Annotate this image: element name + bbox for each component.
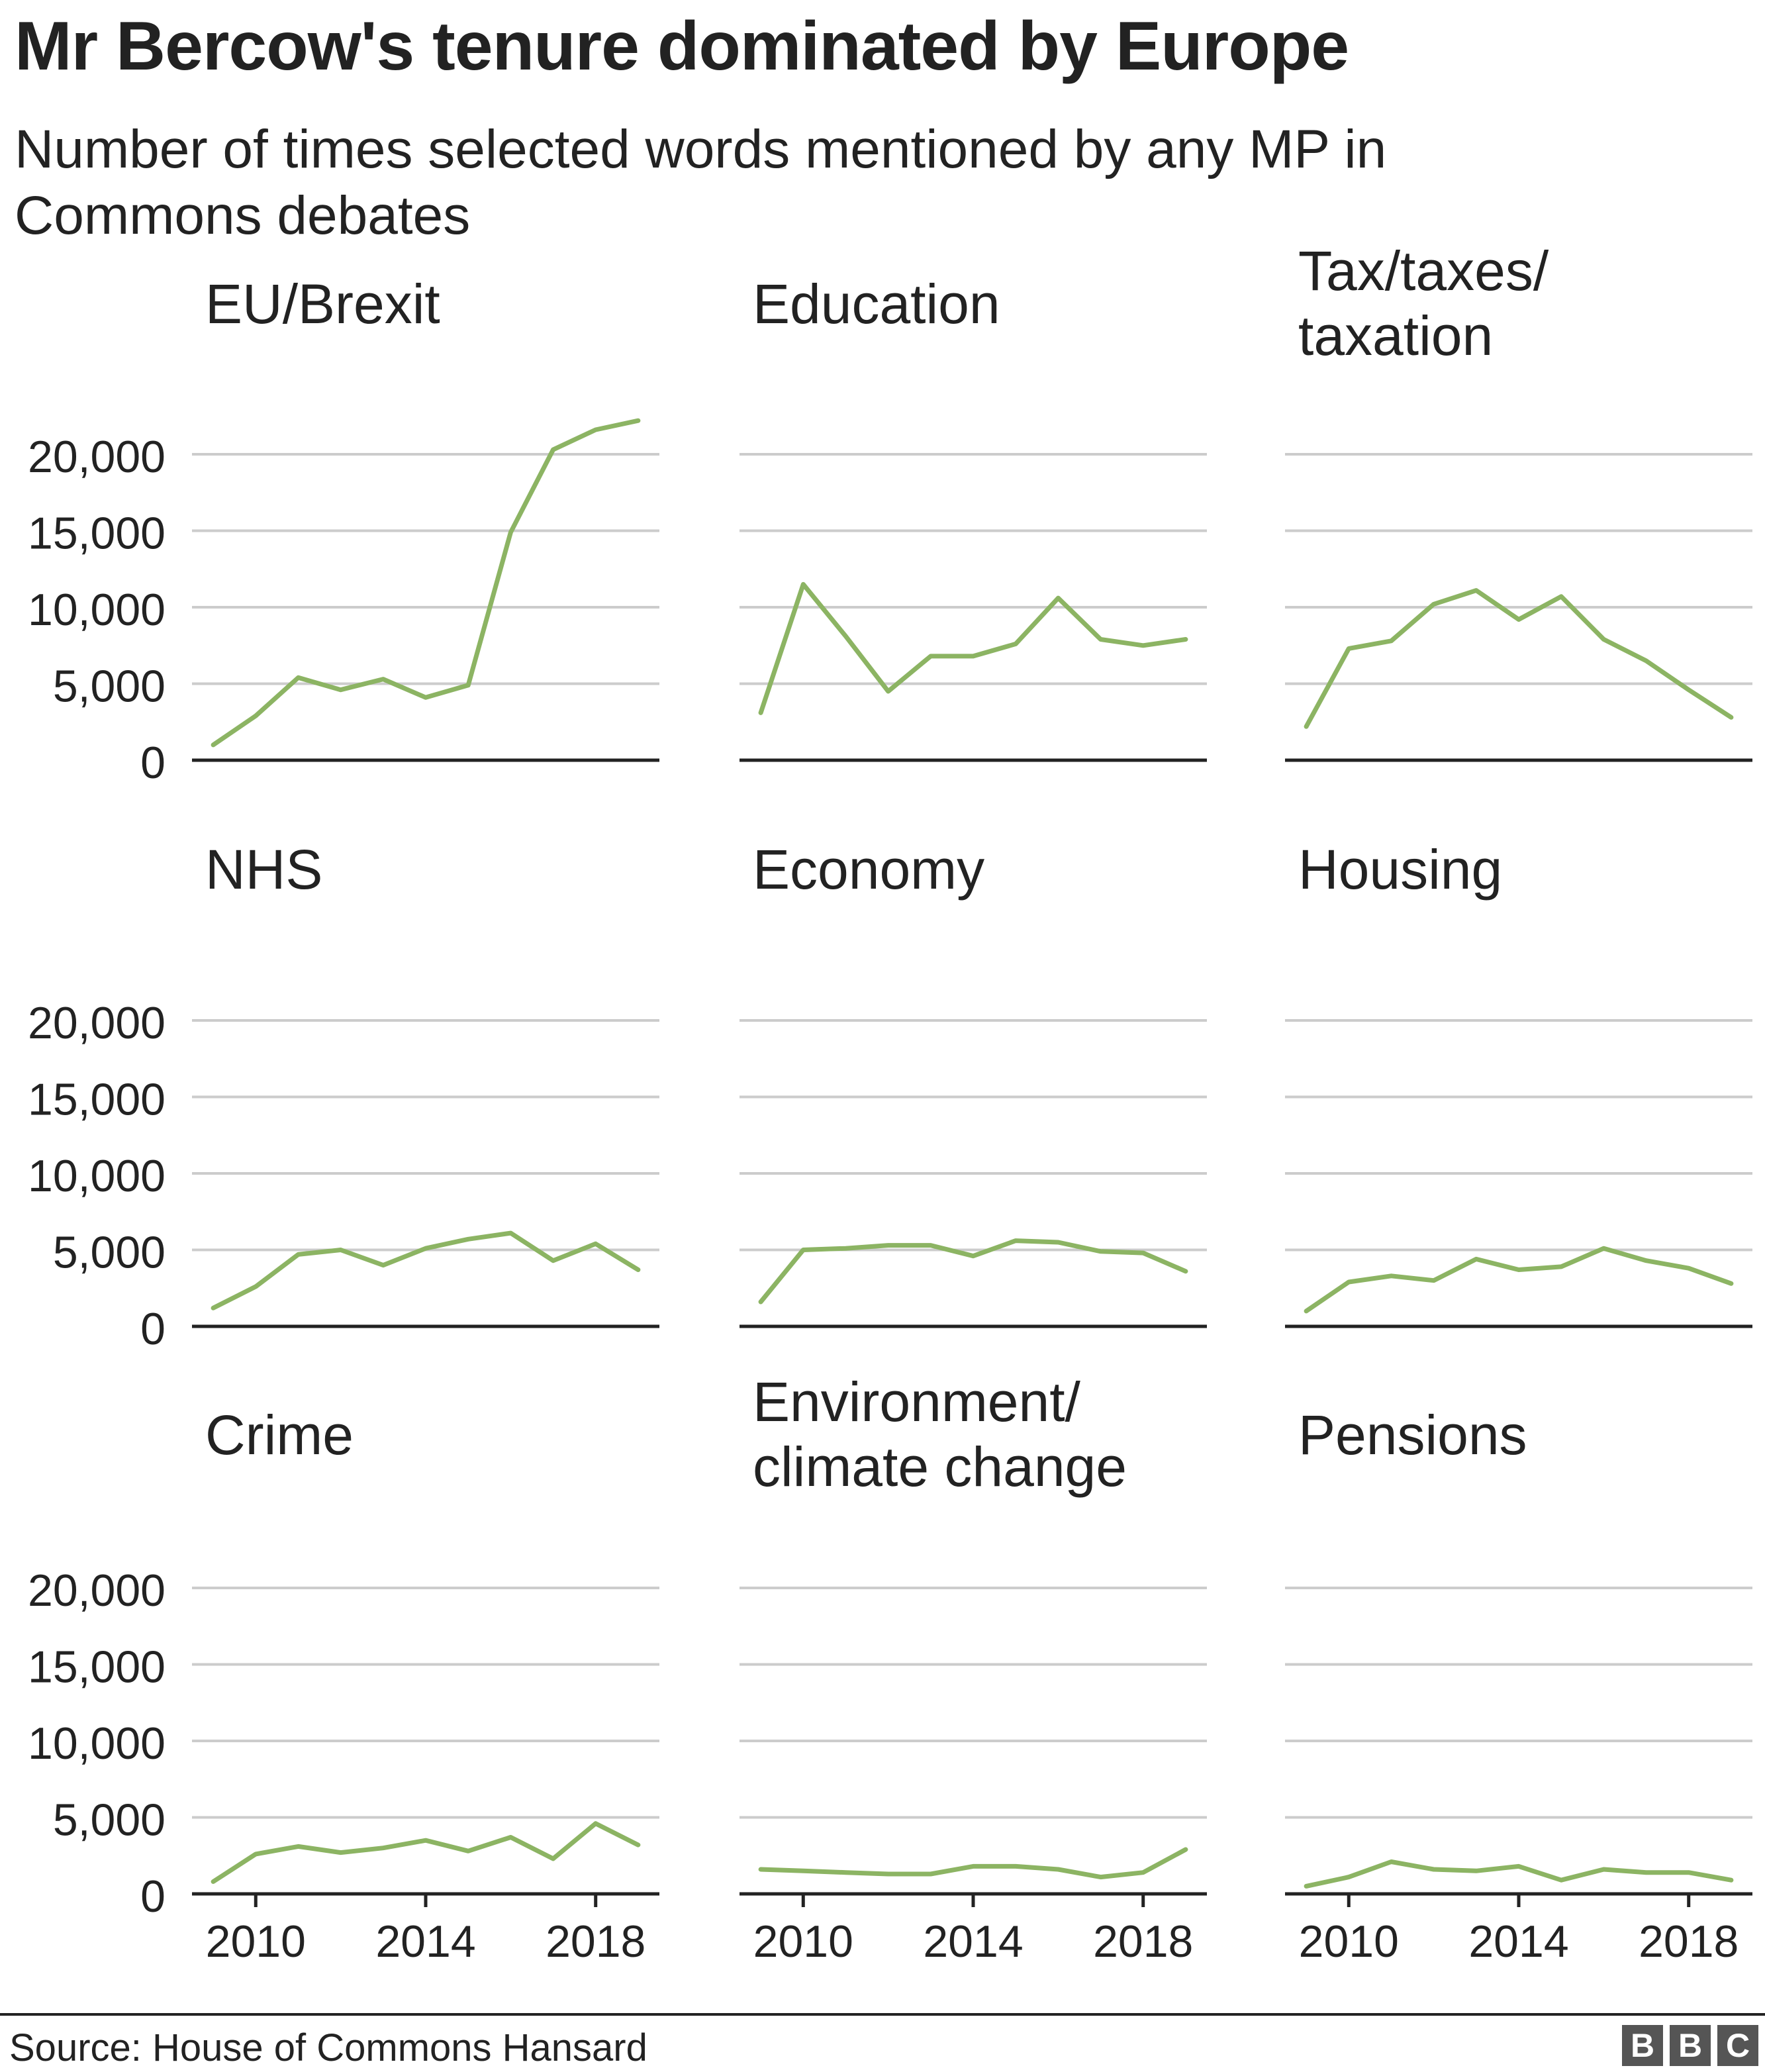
logo-block-b2: B (1670, 2025, 1711, 2066)
y-tick-label-eu-brexit-1: 15,000 (28, 509, 166, 559)
chart-title: Mr Bercow's tenure dominated by Europe (15, 8, 1349, 85)
y-tick-label-crime-2: 10,000 (28, 1718, 166, 1769)
source-note: Source: House of Commons Hansard (9, 2026, 647, 2069)
bbc-logo: B B C (1622, 2025, 1758, 2066)
series-line-housing (1304, 1246, 1734, 1314)
y-tick-label-crime-1: 15,000 (28, 1642, 166, 1693)
series-line-eu-brexit (211, 418, 641, 748)
footer: Source: House of Commons Hansard B B C (0, 2013, 1765, 2072)
series-line-pensions (1304, 1859, 1734, 1889)
series-line-tax-taxes-taxation (1304, 588, 1734, 729)
series-line-crime (211, 1821, 641, 1884)
y-tick-label-eu-brexit-4: 0 (140, 738, 166, 788)
logo-block-b1: B (1622, 2025, 1663, 2066)
x-tick-label-crime-0: 2010 (206, 1916, 306, 1967)
x-tick-label-environment-climate-change-2: 2018 (1093, 1916, 1193, 1967)
y-tick-label-eu-brexit-0: 20,000 (28, 432, 166, 482)
series-line-education (758, 581, 1188, 715)
y-tick-label-crime-4: 0 (140, 1871, 166, 1922)
y-tick-label-crime-0: 20,000 (28, 1565, 166, 1616)
x-tick-label-environment-climate-change-1: 2014 (923, 1916, 1023, 1967)
panel-title-eu-brexit: EU/Brexit (205, 273, 440, 335)
y-tick-label-nhs-4: 0 (140, 1304, 166, 1354)
x-tick-label-crime-2: 2018 (546, 1916, 645, 1967)
x-tick-label-crime-1: 2014 (375, 1916, 475, 1967)
series-line-economy (758, 1238, 1188, 1305)
x-tick-label-pensions-0: 2010 (1299, 1916, 1399, 1967)
x-tick-label-pensions-2: 2018 (1639, 1916, 1739, 1967)
x-tick-label-pensions-1: 2014 (1468, 1916, 1568, 1967)
panel-title-economy: Economy (753, 838, 984, 901)
series-line-environment-climate-change (758, 1847, 1188, 1880)
panel-title-education: Education (753, 273, 1000, 335)
y-tick-label-eu-brexit-3: 5,000 (53, 662, 166, 712)
series-line-nhs (211, 1230, 641, 1310)
y-tick-label-nhs-2: 10,000 (28, 1151, 166, 1201)
panel-title-crime: Crime (205, 1404, 354, 1466)
panel-title-housing: Housing (1298, 838, 1502, 901)
y-tick-label-nhs-3: 5,000 (53, 1228, 166, 1278)
logo-block-c: C (1717, 2025, 1758, 2066)
y-tick-label-nhs-1: 15,000 (28, 1075, 166, 1125)
x-tick-label-environment-climate-change-0: 2010 (753, 1916, 853, 1967)
panel-title-nhs: NHS (205, 838, 322, 901)
panel-title-pensions: Pensions (1298, 1404, 1527, 1466)
panel-title-environment-climate-change: Environment/climate change (753, 1371, 1127, 1498)
chart-subtitle: Number of times selected words mentioned… (15, 119, 1387, 246)
y-tick-label-eu-brexit-2: 10,000 (28, 585, 166, 635)
panel-title-tax-taxes-taxation: Tax/taxes/taxation (1298, 240, 1549, 367)
y-tick-label-crime-3: 5,000 (53, 1795, 166, 1846)
y-tick-label-nhs-0: 20,000 (28, 998, 166, 1048)
